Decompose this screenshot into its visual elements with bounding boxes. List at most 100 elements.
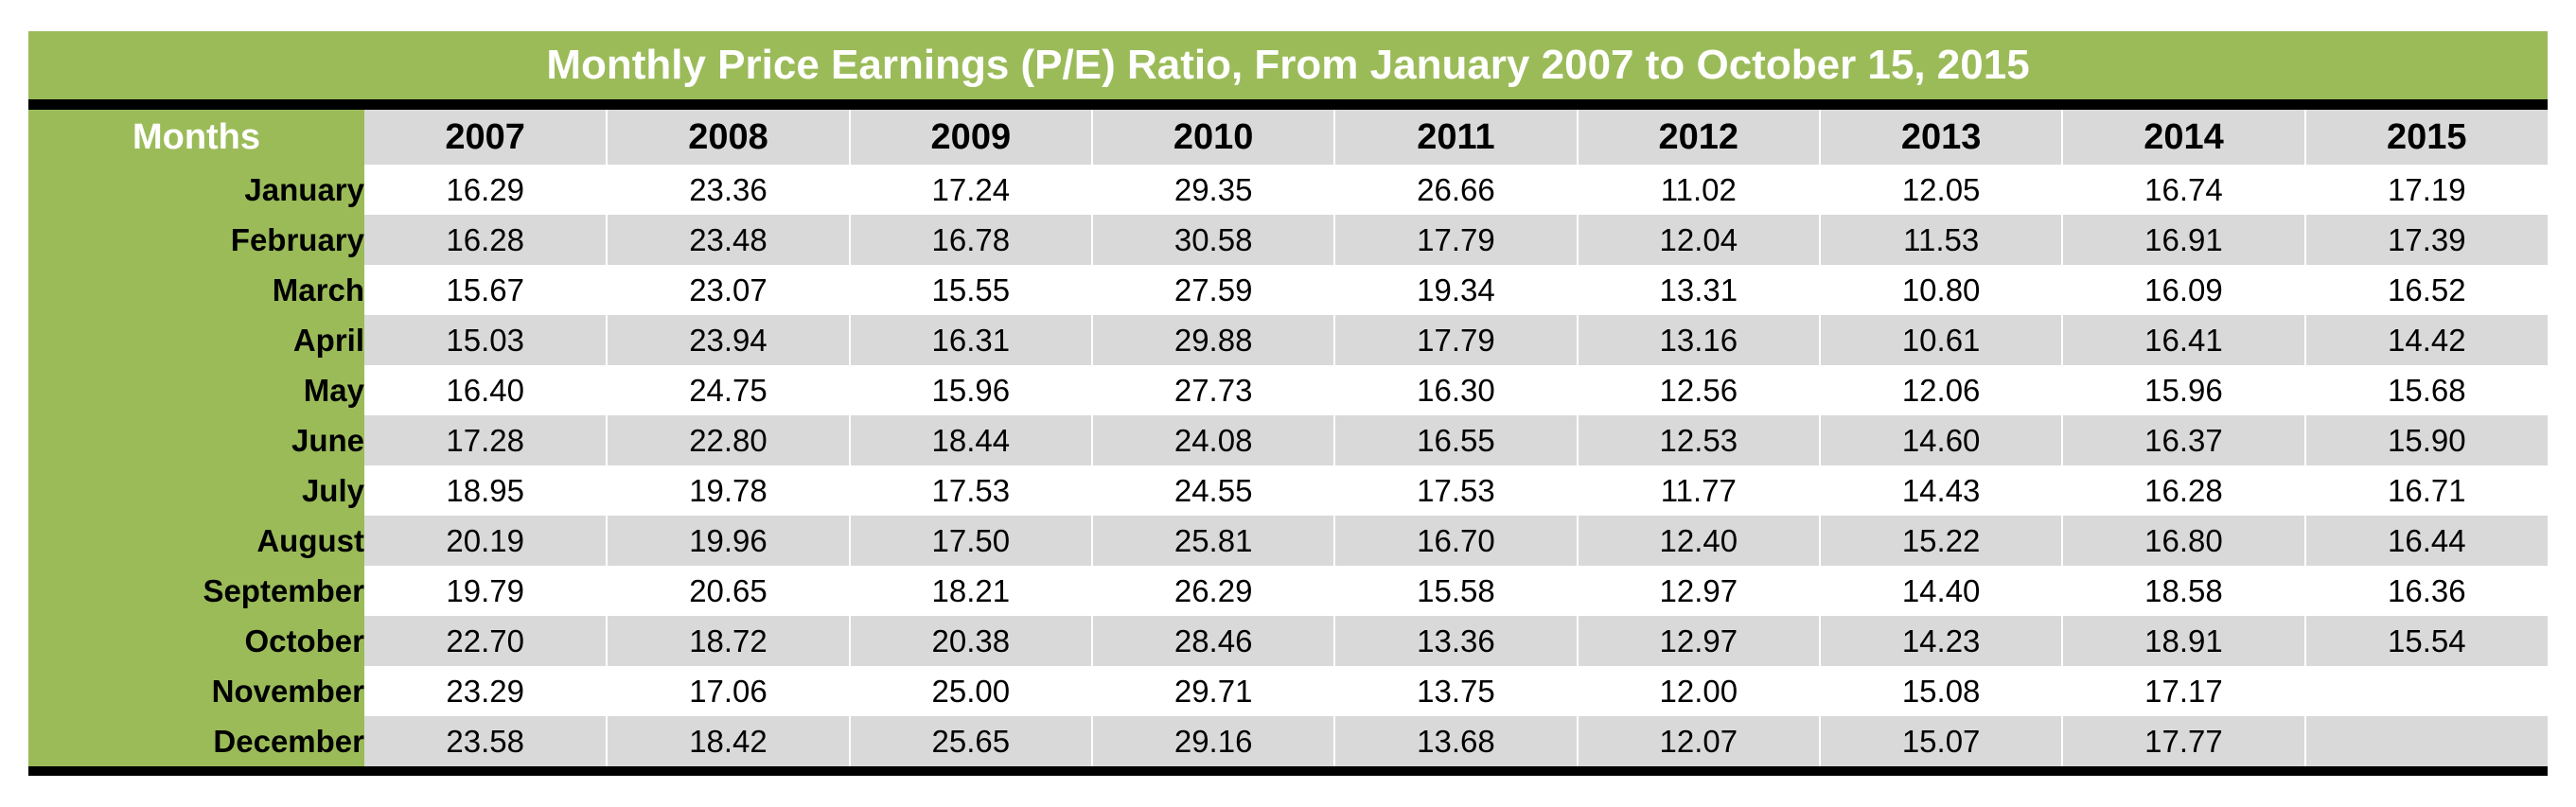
table-cell: 18.42: [607, 716, 851, 771]
column-header-year: 2010: [1091, 110, 1336, 165]
table-cell: 23.36: [607, 165, 851, 215]
table-cell: 14.42: [2304, 315, 2548, 365]
table-cell: 12.53: [1577, 415, 1821, 465]
table-cell: 23.07: [607, 265, 851, 315]
table-row: December 23.58 18.42 25.65 29.16 13.68 12.07 15…: [28, 716, 2548, 771]
table-cell: 16.09: [2062, 265, 2306, 315]
row-header-month: June: [28, 415, 364, 465]
row-header-month: November: [28, 666, 364, 716]
table-cell: 15.54: [2304, 616, 2548, 666]
table-cell: 23.29: [364, 666, 609, 716]
column-header-year: 2011: [1334, 110, 1579, 165]
table-cell: 11.02: [1577, 165, 1821, 215]
column-header-year: 2007: [364, 110, 609, 165]
table-cell: 16.28: [2062, 465, 2306, 516]
table-row: January 16.29 23.36 17.24 29.35 26.66 11.02 12.…: [28, 165, 2548, 215]
table-cell: 29.35: [1091, 165, 1336, 215]
table-row: April 15.03 23.94 16.31 29.88 17.79 13.16 10.61…: [28, 315, 2548, 365]
table-cell: 26.29: [1091, 566, 1336, 616]
table-cell: 12.97: [1577, 616, 1821, 666]
column-header-year: 2013: [1819, 110, 2064, 165]
table-cell: 20.19: [364, 516, 609, 566]
table-cell: 12.56: [1577, 365, 1821, 415]
table-row: June 17.28 22.80 18.44 24.08 16.55 12.53 14.60 1…: [28, 415, 2548, 465]
table-cell: 17.06: [607, 666, 851, 716]
table-cell: 16.36: [2304, 566, 2548, 616]
column-header-year: 2015: [2304, 110, 2548, 165]
table-cell: 16.44: [2304, 516, 2548, 566]
table-cell: 15.08: [1819, 666, 2064, 716]
table-cell: 16.74: [2062, 165, 2306, 215]
table-cell: 11.77: [1577, 465, 1821, 516]
table-cell: 17.19: [2304, 165, 2548, 215]
table-cell: 16.40: [364, 365, 609, 415]
table-cell: 19.34: [1334, 265, 1579, 315]
column-header-year: 2008: [607, 110, 851, 165]
table-cell: 17.17: [2062, 666, 2306, 716]
table-row: October 22.70 18.72 20.38 28.46 13.36 12.97 14.…: [28, 616, 2548, 666]
table-cell: 12.97: [1577, 566, 1821, 616]
table-cell: 18.21: [849, 566, 1093, 616]
table-cell: 16.70: [1334, 516, 1579, 566]
title-divider: [28, 99, 2548, 110]
row-header-month: September: [28, 566, 364, 616]
table-cell: 16.28: [364, 215, 609, 265]
table-cell: 17.79: [1334, 215, 1579, 265]
table-row: February 16.28 23.48 16.78 30.58 17.79 12.04 11…: [28, 215, 2548, 265]
table-cell: 23.58: [364, 716, 609, 771]
table-cell: 18.58: [2062, 566, 2306, 616]
table-cell: 27.59: [1091, 265, 1336, 315]
column-header-months: Months: [28, 110, 364, 165]
table-cell: 16.31: [849, 315, 1093, 365]
table-cell: 15.58: [1334, 566, 1579, 616]
table-cell: 28.46: [1091, 616, 1336, 666]
table-cell: 16.29: [364, 165, 609, 215]
table-cell: 12.40: [1577, 516, 1821, 566]
table-cell: 15.96: [2062, 365, 2306, 415]
table-row: September 19.79 20.65 18.21 26.29 15.58 12.97 1…: [28, 566, 2548, 616]
table-cell: 15.67: [364, 265, 609, 315]
table-cell: 15.03: [364, 315, 609, 365]
pe-ratio-table-container: Monthly Price Earnings (P/E) Ratio, From…: [28, 31, 2548, 776]
table-cell: 18.91: [2062, 616, 2306, 666]
table-cell: 22.80: [607, 415, 851, 465]
pe-ratio-table: Months 2007 2008 2009 2010 2011 2012 2013 2014 20…: [28, 110, 2548, 776]
table-cell: 13.75: [1334, 666, 1579, 716]
table-header-row: Months 2007 2008 2009 2010 2011 2012 2013 2014 20…: [28, 110, 2548, 165]
row-header-month: October: [28, 616, 364, 666]
table-cell: 18.72: [607, 616, 851, 666]
table-cell: 13.16: [1577, 315, 1821, 365]
table-cell: 19.78: [607, 465, 851, 516]
row-header-month: January: [28, 165, 364, 215]
table-cell: 13.68: [1334, 716, 1579, 771]
table-cell: 16.30: [1334, 365, 1579, 415]
table-cell: 16.41: [2062, 315, 2306, 365]
table-cell: 24.75: [607, 365, 851, 415]
table-cell: 10.80: [1819, 265, 2064, 315]
row-header-month: May: [28, 365, 364, 415]
table-cell: 15.68: [2304, 365, 2548, 415]
table-cell: 25.65: [849, 716, 1093, 771]
table-cell: [2304, 666, 2548, 716]
table-row: August 20.19 19.96 17.50 25.81 16.70 12.40 15.2…: [28, 516, 2548, 566]
table-cell: 19.79: [364, 566, 609, 616]
table-cell: 17.77: [2062, 716, 2306, 771]
table-cell: 12.00: [1577, 666, 1821, 716]
table-cell: 17.50: [849, 516, 1093, 566]
table-row: March 15.67 23.07 15.55 27.59 19.34 13.31 10.80…: [28, 265, 2548, 315]
table-cell: 17.28: [364, 415, 609, 465]
table-cell: 20.38: [849, 616, 1093, 666]
table-cell: 16.71: [2304, 465, 2548, 516]
table-cell: 15.55: [849, 265, 1093, 315]
table-cell: 18.95: [364, 465, 609, 516]
table-row: November 23.29 17.06 25.00 29.71 13.75 12.00 15…: [28, 666, 2548, 716]
table-cell: 17.39: [2304, 215, 2548, 265]
table-cell: 12.07: [1577, 716, 1821, 771]
table-cell: 15.07: [1819, 716, 2064, 771]
table-cell: 15.96: [849, 365, 1093, 415]
table-cell: 16.37: [2062, 415, 2306, 465]
table-cell: 25.00: [849, 666, 1093, 716]
table-cell: 17.53: [849, 465, 1093, 516]
row-header-month: August: [28, 516, 364, 566]
table-cell: 26.66: [1334, 165, 1579, 215]
